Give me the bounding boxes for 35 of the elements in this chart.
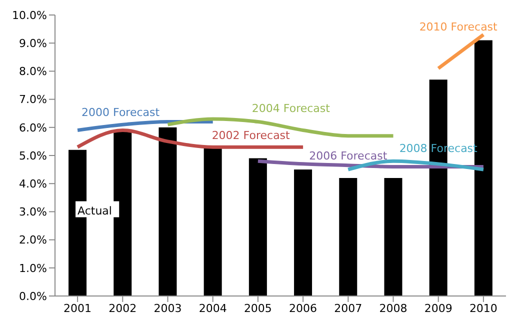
- y-tick-label: 6.0%: [19, 121, 47, 134]
- series-label: 2004 Forecast: [252, 102, 331, 115]
- y-tick-label: 0.0%: [19, 290, 47, 303]
- bar: [114, 130, 132, 296]
- y-tick-label: 8.0%: [19, 65, 47, 78]
- y-tick-label: 4.0%: [19, 178, 47, 191]
- y-tick-label: 7.0%: [19, 93, 47, 106]
- bar: [339, 178, 358, 296]
- y-tick-label: 9.0%: [19, 37, 47, 50]
- x-tick-label: 2010: [469, 302, 498, 315]
- bar: [204, 147, 222, 296]
- x-tick-label: 2008: [379, 302, 408, 315]
- y-tick-label: 10.0%: [12, 8, 47, 22]
- bar: [248, 158, 267, 296]
- x-tick-label: 2002: [108, 302, 137, 315]
- series-label: 2002 Forecast: [212, 129, 291, 142]
- x-tick-label: 2009: [424, 302, 452, 315]
- bar: [294, 170, 312, 296]
- series-label: 2006 Forecast: [309, 149, 388, 162]
- x-tick-label: 2007: [334, 302, 362, 315]
- y-tick-label: 1.0%: [19, 262, 47, 275]
- y-tick-label: 5.0%: [19, 149, 47, 162]
- bar: [384, 178, 402, 296]
- x-tick-label: 2005: [244, 302, 272, 315]
- y-tick-label: 3.0%: [19, 206, 47, 219]
- line-series: [166, 117, 395, 138]
- x-tick-label: 2004: [198, 302, 227, 315]
- series-label: 2010 Forecast: [419, 20, 498, 34]
- series-label: Actual: [78, 204, 112, 218]
- y-tick-label: 2.0%: [19, 234, 47, 247]
- series-label: 2000 Forecast: [82, 106, 160, 120]
- bar: [158, 127, 177, 296]
- x-tick-label: 2001: [64, 302, 92, 315]
- x-tick-label: 2006: [289, 302, 318, 315]
- x-tick-label: 2003: [154, 302, 182, 315]
